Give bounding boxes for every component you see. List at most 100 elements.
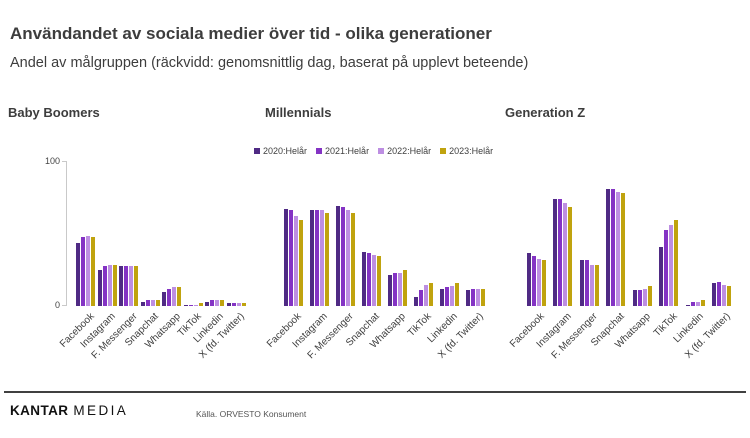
legend-label: 2020:Helår <box>263 146 308 156</box>
panel-title-generation-z: Generation Z <box>505 105 586 120</box>
source-text: Källa. ORVESTO Konsument <box>196 409 307 419</box>
x-axis-label: TikTok <box>651 311 680 339</box>
bar-group <box>140 162 162 306</box>
bar <box>423 284 428 306</box>
chart-plot-millennials <box>280 162 488 306</box>
x-axis-label: X (fd. Twitter) <box>682 311 733 361</box>
bar <box>700 300 705 306</box>
panel-title-millennials: Millennials <box>265 105 332 120</box>
bar <box>220 300 225 306</box>
bar-group <box>682 162 709 306</box>
bar <box>594 264 599 306</box>
bar <box>584 260 589 306</box>
x-axis-label: Linkedin <box>191 311 226 346</box>
bar <box>107 264 112 306</box>
bar-group <box>656 162 683 306</box>
bar <box>177 287 182 306</box>
legend-swatch-icon <box>378 148 385 154</box>
bar-group <box>97 162 119 306</box>
bar-group <box>332 162 358 306</box>
page-subtitle: Andel av målgruppen (räckvidd: genomsnit… <box>10 55 529 71</box>
bar <box>350 213 355 306</box>
x-axis-label: X (fd. Twitter) <box>197 311 248 361</box>
y-axis-label-min: 0 <box>54 300 60 310</box>
bar <box>345 210 350 306</box>
bar-group <box>118 162 140 306</box>
bar <box>454 283 459 306</box>
bar <box>193 304 198 306</box>
bar <box>669 224 674 306</box>
bar <box>112 264 117 306</box>
bar <box>611 188 616 306</box>
bar-group <box>436 162 462 306</box>
bar <box>129 265 134 306</box>
bar <box>183 304 188 306</box>
x-axis-label: F. Messenger <box>305 311 356 362</box>
panel-title-baby-boomers: Baby Boomers <box>8 105 100 120</box>
bar <box>231 303 236 306</box>
bar <box>167 288 172 306</box>
bar <box>722 284 727 306</box>
bar <box>392 273 397 306</box>
bar <box>283 208 288 306</box>
x-axis-label: Whatsapp <box>613 311 654 351</box>
legend-item: 2021:Helår <box>316 146 369 156</box>
bar <box>475 288 480 306</box>
bar <box>727 285 732 306</box>
x-axis-label: X (fd. Twitter) <box>436 311 486 361</box>
bar <box>236 303 241 306</box>
bar <box>288 210 293 306</box>
bar-group <box>183 162 205 306</box>
bar <box>198 303 203 306</box>
bar <box>418 290 423 306</box>
legend-label: 2022:Helår <box>387 146 432 156</box>
bar-group <box>629 162 656 306</box>
bar <box>162 291 167 306</box>
legend-swatch-icon <box>316 148 323 154</box>
x-axis-label: TikTok <box>405 311 434 339</box>
chart-plot-baby-boomers <box>75 162 247 306</box>
bar <box>376 255 381 306</box>
x-axis-labels-layer: Facebook Instagram F. Messenger Snapchat Wha… <box>0 311 750 386</box>
kantar-media-logo: KANTAR MEDIA <box>10 403 128 418</box>
bar <box>444 287 449 306</box>
x-axis-label: Facebook <box>264 311 304 350</box>
bar-group <box>204 162 226 306</box>
bar <box>155 300 160 306</box>
page-title: Användandet av sociala medier över tid -… <box>10 24 492 43</box>
bar <box>589 264 594 306</box>
bar <box>531 255 536 306</box>
bar <box>664 230 669 306</box>
x-axis-label: Instagram <box>290 311 330 351</box>
bar <box>632 290 637 306</box>
bar <box>366 253 371 306</box>
legend-swatch-icon <box>254 148 260 154</box>
bar <box>553 198 558 306</box>
bar <box>119 265 124 306</box>
bar <box>215 300 220 306</box>
bar <box>102 265 107 306</box>
bar <box>140 301 145 306</box>
bar <box>563 203 568 306</box>
legend-swatch-icon <box>440 148 447 154</box>
bar-group <box>550 162 577 306</box>
x-axis-label: F. Messenger <box>549 311 601 362</box>
bar <box>717 281 722 306</box>
bar-group <box>226 162 248 306</box>
bar <box>402 270 407 306</box>
y-axis-label-max: 100 <box>44 156 60 166</box>
bar-group <box>75 162 97 306</box>
bar-group <box>462 162 488 306</box>
bar <box>397 273 402 306</box>
bar-group <box>384 162 410 306</box>
footer-divider <box>4 391 746 393</box>
bar <box>97 270 102 306</box>
bar-group <box>280 162 306 306</box>
bar <box>298 220 303 306</box>
bar <box>647 285 652 306</box>
chart-plot-generation-z <box>523 162 735 306</box>
legend-label: 2023:Helår <box>449 146 494 156</box>
bar <box>134 265 139 306</box>
bar <box>76 243 81 306</box>
bar <box>319 210 324 306</box>
